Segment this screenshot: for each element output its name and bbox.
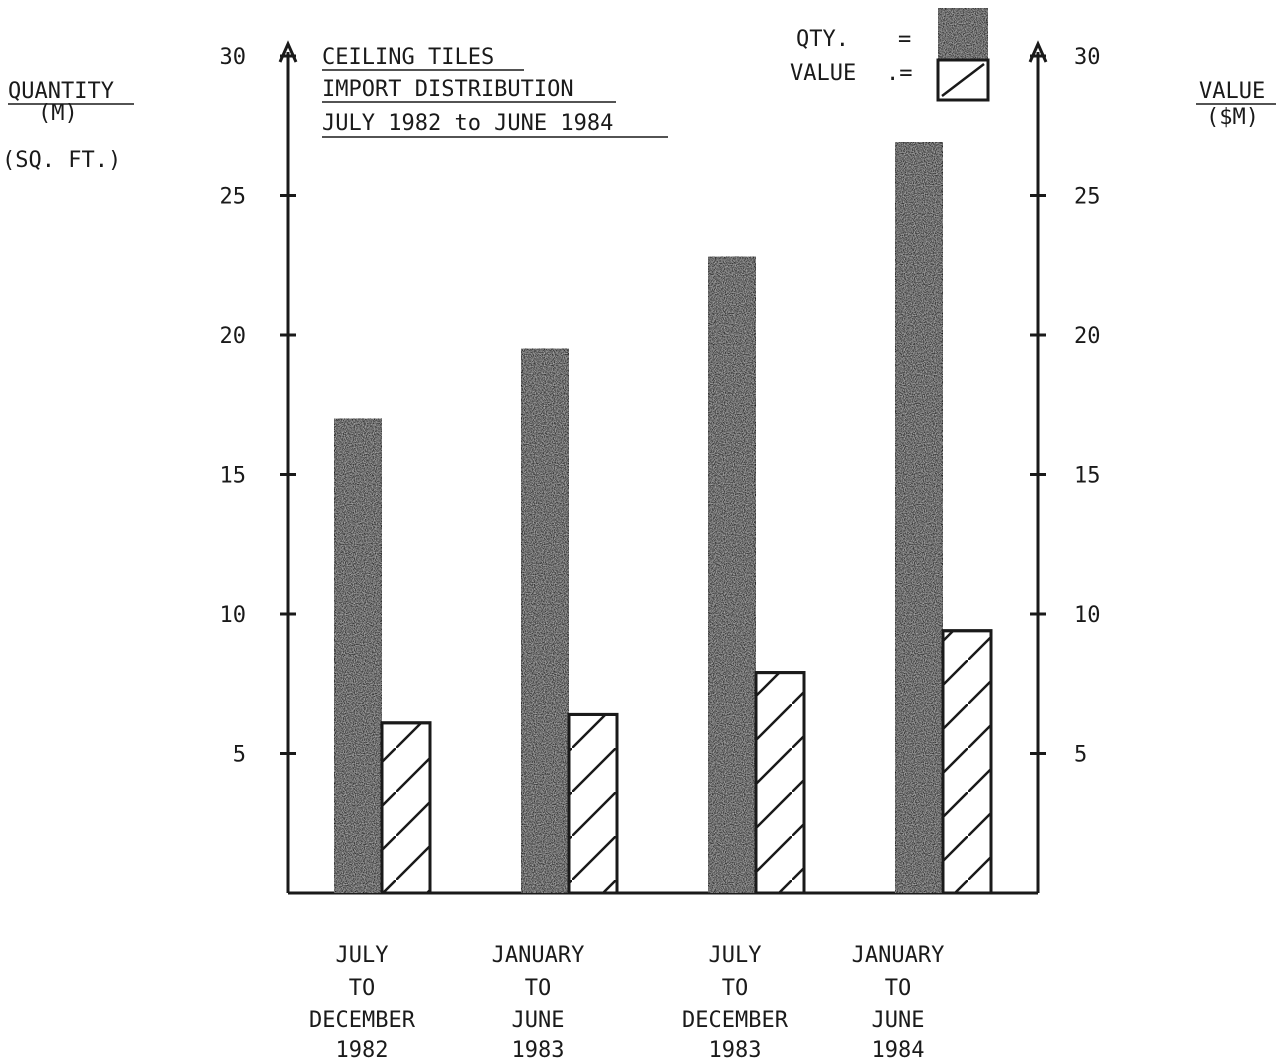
- legend-label-value: VALUE: [790, 61, 856, 86]
- left-axis-ticks: 5 10 15 20 25 30: [220, 45, 296, 768]
- category-label-line: JUNE: [872, 1008, 925, 1033]
- left-axis-label: QUANTITY (M) (SQ. FT.): [2, 79, 134, 173]
- category-label-line: DECEMBER: [309, 1008, 416, 1033]
- chart-title: CEILING TILES IMPORT DISTRIBUTION JULY 1…: [322, 45, 668, 138]
- qty-bar: [519, 347, 571, 895]
- right-tick-label: 15: [1074, 464, 1101, 489]
- legend-eq-qty: =: [898, 27, 911, 52]
- category-label-line: JANUARY: [852, 943, 945, 968]
- right-axis-label-line-1: VALUE: [1199, 79, 1265, 104]
- category-label-line: 1984: [872, 1038, 925, 1061]
- category-label-line: 1983: [512, 1038, 565, 1061]
- right-axis-label: VALUE ($M): [1196, 79, 1276, 130]
- right-tick-label: 20: [1074, 324, 1101, 349]
- right-tick-label: 25: [1074, 185, 1101, 210]
- qty-bar: [893, 140, 945, 895]
- legend-eq-value: .=: [886, 61, 913, 86]
- right-tick-label: 10: [1074, 603, 1101, 628]
- right-tick-label: 5: [1074, 743, 1087, 768]
- left-tick-label: 30: [220, 45, 247, 70]
- value-bar-hatch: [941, 629, 993, 895]
- left-tick-label: 10: [220, 603, 247, 628]
- value-bar-hatch: [380, 721, 432, 895]
- legend-label-qty: QTY.: [796, 27, 849, 52]
- category-label-line: JUNE: [512, 1008, 565, 1033]
- title-line-3: JULY 1982 to JUNE 1984: [322, 111, 613, 136]
- category-label-line: JULY: [336, 943, 389, 968]
- legend-swatch-qty: [936, 6, 990, 62]
- value-bar-hatch: [754, 671, 806, 895]
- category-label-line: TO: [722, 976, 749, 1001]
- category-label-line: DECEMBER: [682, 1008, 789, 1033]
- qty-bar: [706, 255, 758, 895]
- right-axis-label-line-2: ($M): [1206, 105, 1259, 130]
- left-tick-label: 20: [220, 324, 247, 349]
- category-labels: JULY TO DECEMBER 1982 JANUARY TO JUNE 1983 JULY T…: [309, 943, 944, 1061]
- title-line-2: IMPORT DISTRIBUTION: [322, 77, 574, 102]
- value-bar-hatch: [567, 712, 619, 895]
- left-tick-label: 5: [233, 743, 246, 768]
- title-line-1: CEILING TILES: [322, 45, 494, 70]
- legend-swatch-value-hatch: [941, 63, 985, 97]
- right-tick-label: 30: [1074, 45, 1101, 70]
- category-label-line: 1982: [336, 1038, 389, 1061]
- left-axis-label-line-3: (SQ. FT.): [2, 148, 121, 173]
- category-label-line: TO: [525, 976, 552, 1001]
- category-label-line: TO: [885, 976, 912, 1001]
- category-label-line: 1983: [709, 1038, 762, 1061]
- legend: QTY. = VALUE .=: [790, 6, 990, 102]
- category-label-line: JULY: [709, 943, 762, 968]
- category-label-line: JANUARY: [492, 943, 585, 968]
- category-label-line: TO: [349, 976, 376, 1001]
- left-axis-label-line-2: (M): [38, 101, 78, 126]
- left-tick-label: 25: [220, 185, 247, 210]
- right-axis-ticks: 5 10 15 20 25 30: [1030, 45, 1101, 768]
- left-axis-label-line-1: QUANTITY: [8, 79, 114, 104]
- left-tick-label: 15: [220, 464, 247, 489]
- qty-bar: [332, 417, 384, 895]
- bars: [332, 140, 993, 895]
